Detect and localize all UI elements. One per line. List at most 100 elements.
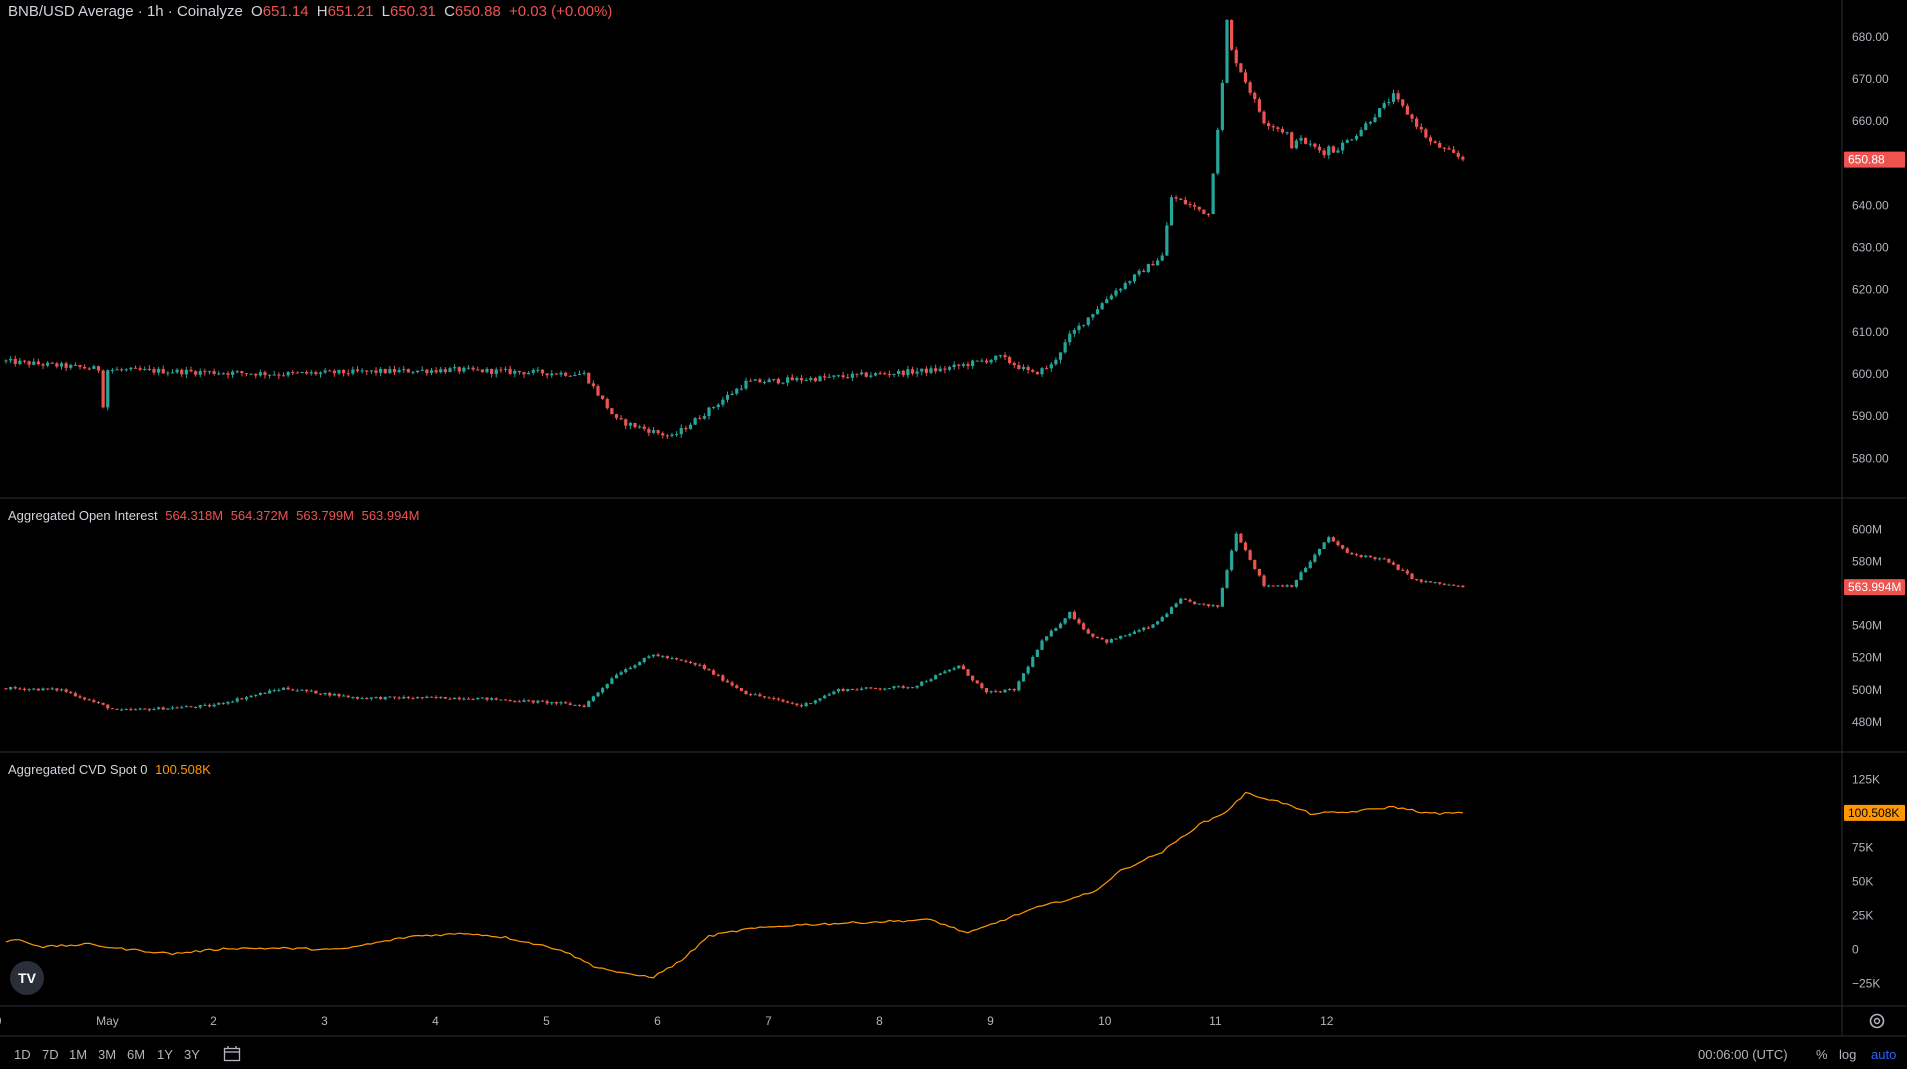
candle-body bbox=[929, 368, 933, 373]
candle-body bbox=[684, 660, 688, 662]
cvd-legend: Aggregated CVD Spot 0 100.508K bbox=[8, 762, 211, 777]
candle-body bbox=[1151, 263, 1155, 266]
candle-body bbox=[1211, 605, 1215, 607]
candle-body bbox=[110, 370, 114, 372]
y-tick-label: 0 bbox=[1852, 943, 1859, 957]
oi-open-value: 564.318M bbox=[165, 508, 224, 523]
candle-body bbox=[1253, 559, 1257, 569]
candle-body bbox=[772, 697, 776, 699]
candle-body bbox=[59, 363, 64, 367]
candle-body bbox=[1054, 628, 1058, 631]
candle-body bbox=[64, 363, 68, 368]
auto-scale-button[interactable]: auto bbox=[1871, 1047, 1897, 1062]
candle-body bbox=[605, 683, 609, 689]
candle-body bbox=[679, 659, 683, 661]
candle-body bbox=[619, 418, 623, 420]
open-interest-pane[interactable] bbox=[4, 531, 1465, 712]
candle-body bbox=[929, 679, 933, 682]
time-axis[interactable]: 30 May 2 3 4 5 6 7 8 9 10 11 12 bbox=[0, 1014, 1334, 1028]
y-tick-label: 580M bbox=[1852, 554, 1882, 568]
candle-body bbox=[184, 369, 188, 375]
candle-body bbox=[143, 368, 147, 370]
tradingview-logo-icon[interactable]: TV bbox=[10, 961, 44, 995]
candle-body bbox=[133, 367, 138, 369]
candle-body bbox=[1396, 564, 1400, 570]
candle-body bbox=[1072, 611, 1076, 620]
timeframe-1d-button[interactable]: 1D bbox=[14, 1047, 31, 1062]
candle-body bbox=[614, 414, 619, 419]
candle-body bbox=[434, 370, 438, 373]
candle-body bbox=[887, 688, 891, 690]
candle-body bbox=[392, 696, 397, 698]
candle-body bbox=[522, 372, 526, 375]
candle-body bbox=[1368, 121, 1372, 124]
log-scale-button[interactable]: log bbox=[1839, 1047, 1857, 1062]
candle-body bbox=[1378, 558, 1382, 560]
candle-body bbox=[591, 696, 595, 702]
candle-body bbox=[550, 373, 554, 376]
candle-body bbox=[753, 694, 757, 696]
y-tick-label: 480M bbox=[1852, 715, 1882, 729]
timeframe-1y-button[interactable]: 1Y bbox=[157, 1047, 173, 1062]
candle-body bbox=[1160, 255, 1164, 261]
candle-body bbox=[1123, 283, 1127, 289]
utc-clock[interactable]: 00:06:00 (UTC) bbox=[1698, 1047, 1788, 1062]
x-tick-label: 8 bbox=[876, 1014, 883, 1028]
candle-body bbox=[337, 369, 341, 374]
cvd-spot-pane[interactable] bbox=[5, 791, 1463, 979]
candle-body bbox=[1197, 206, 1201, 210]
candle-body bbox=[64, 689, 68, 692]
candle-body bbox=[804, 703, 808, 707]
candle-body bbox=[531, 369, 535, 373]
candle-body bbox=[1225, 20, 1229, 83]
candle-body bbox=[300, 689, 304, 691]
y-axes[interactable]: 580.00 590.00 600.00 610.00 620.00 630.00 640.… bbox=[1844, 30, 1905, 991]
candle-body bbox=[1359, 554, 1363, 557]
candle-body bbox=[129, 709, 133, 711]
candle-body bbox=[1165, 225, 1169, 256]
x-tick-label: 5 bbox=[543, 1014, 550, 1028]
candle-body bbox=[633, 422, 637, 428]
candle-body bbox=[665, 435, 669, 437]
candle-body bbox=[1160, 617, 1164, 622]
candle-body bbox=[1373, 557, 1377, 560]
candle-body bbox=[226, 702, 230, 704]
candle-body bbox=[46, 362, 50, 366]
last-value-badge bbox=[1844, 151, 1905, 168]
candle-body bbox=[980, 683, 984, 688]
timeframe-6m-button[interactable]: 6M bbox=[127, 1047, 146, 1062]
last-value-badge bbox=[1844, 804, 1905, 821]
candle-body bbox=[466, 698, 471, 700]
candle-body bbox=[855, 373, 859, 375]
calendar-range-icon[interactable] bbox=[223, 1045, 243, 1063]
timeframe-1m-button[interactable]: 1M bbox=[69, 1047, 88, 1062]
candle-body bbox=[661, 433, 665, 436]
candle-body bbox=[9, 358, 13, 361]
settings-gear-icon[interactable] bbox=[1869, 1013, 1885, 1029]
timeframe-3m-button[interactable]: 3M bbox=[98, 1047, 117, 1062]
candle-body bbox=[1193, 601, 1197, 605]
candle-body bbox=[314, 690, 318, 694]
candle-body bbox=[601, 688, 605, 693]
candle-body bbox=[120, 709, 124, 711]
close-label: C bbox=[444, 3, 455, 20]
percent-scale-button[interactable]: % bbox=[1816, 1047, 1828, 1062]
timeframe-7d-button[interactable]: 7D bbox=[42, 1047, 59, 1062]
candle-body bbox=[1391, 93, 1396, 103]
candle-body bbox=[1331, 537, 1335, 542]
candle-body bbox=[1206, 213, 1211, 215]
y-tick-label: 50K bbox=[1852, 875, 1873, 889]
candle-body bbox=[749, 380, 753, 382]
candle-body bbox=[87, 699, 91, 701]
candle-body bbox=[402, 696, 406, 699]
candle-body bbox=[809, 377, 813, 381]
candle-body bbox=[739, 388, 743, 390]
candle-body bbox=[1035, 371, 1039, 375]
candle-body bbox=[1456, 152, 1460, 157]
timeframe-3y-button[interactable]: 3Y bbox=[184, 1047, 200, 1062]
price-pane[interactable] bbox=[4, 19, 1465, 439]
candle-body bbox=[1290, 585, 1294, 587]
candle-body bbox=[564, 702, 568, 704]
y-tick-label: −25K bbox=[1852, 977, 1880, 991]
